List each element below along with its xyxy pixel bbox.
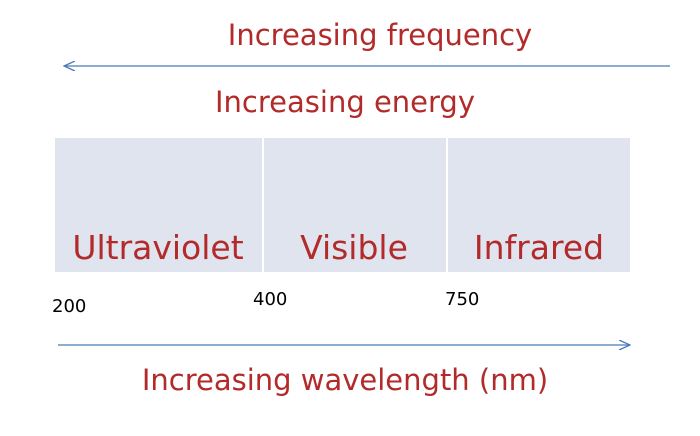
scale-label: 400 [253, 289, 287, 310]
region-box [55, 138, 262, 272]
frequency-label: Increasing frequency [228, 18, 532, 52]
scale-label: 750 [445, 289, 479, 310]
region-box [448, 138, 630, 272]
scale-label: 200 [52, 296, 86, 317]
region-box [264, 138, 446, 272]
energy-label: Increasing energy [215, 85, 475, 119]
region-label: Ultraviolet [72, 228, 243, 267]
wavelength-label: Increasing wavelength (nm) [142, 363, 548, 397]
region-label: Infrared [474, 228, 604, 267]
region-label: Visible [300, 228, 408, 267]
